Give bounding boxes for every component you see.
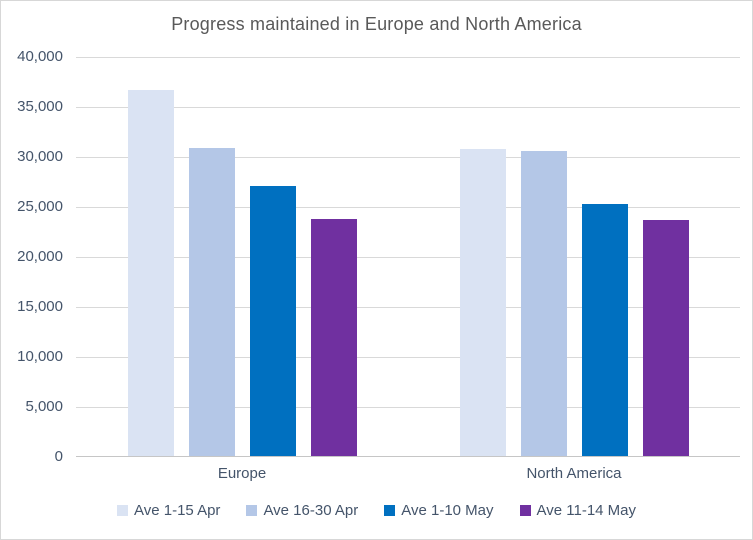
- bar-north-america-ave-1-10-may: [581, 204, 628, 456]
- legend-label: Ave 1-15 Apr: [133, 502, 221, 519]
- gridline: [76, 56, 740, 58]
- gridline: [76, 406, 740, 408]
- y-axis-tick-label: 10,000: [17, 348, 63, 365]
- bar-europe-ave-16-30-apr: [188, 148, 235, 456]
- bar-north-america-ave-11-14-may: [642, 220, 689, 456]
- y-axis-tick-label: 35,000: [17, 98, 63, 115]
- y-axis-tick-label: 30,000: [17, 148, 63, 165]
- legend-swatch: [116, 505, 128, 516]
- legend: Ave 1-15 Apr Ave 16-30 Apr Ave 1-10 May Ave…: [1, 502, 752, 519]
- legend-item: Ave 11-14 May: [519, 502, 637, 519]
- y-axis-tick-label: 40,000: [17, 48, 63, 65]
- legend-swatch: [246, 505, 258, 516]
- bar-europe-ave-1-15-apr: [127, 90, 174, 456]
- x-axis-category-label: Europe: [217, 465, 267, 482]
- legend-swatch: [384, 505, 396, 516]
- y-axis-tick-label: 15,000: [17, 298, 63, 315]
- legend-item: Ave 1-15 Apr: [116, 502, 221, 519]
- chart-title: Progress maintained in Europe and North …: [171, 14, 582, 34]
- gridline: [76, 306, 740, 308]
- bar-north-america-ave-16-30-apr: [520, 151, 567, 456]
- plot-area: [76, 56, 740, 457]
- gridline: [76, 256, 740, 258]
- gridline: [76, 156, 740, 158]
- x-axis-category-label: North America: [526, 465, 622, 482]
- legend-label: Ave 16-30 Apr: [263, 502, 359, 519]
- gridline: [76, 206, 740, 208]
- legend-label: Ave 1-10 May: [401, 502, 494, 519]
- y-axis-tick-label: 5,000: [25, 398, 63, 415]
- legend-item: Ave 1-10 May: [384, 502, 494, 519]
- bar-europe-ave-11-14-may: [310, 219, 357, 456]
- legend-item: Ave 16-30 Apr: [246, 502, 358, 519]
- gridline: [76, 356, 740, 358]
- y-axis-tick-label: 20,000: [17, 248, 63, 265]
- gridline: [76, 106, 740, 108]
- legend-label: Ave 11-14 May: [536, 502, 637, 519]
- bar-europe-ave-1-10-may: [249, 186, 296, 456]
- legend-swatch: [519, 505, 531, 516]
- y-axis-tick-label: 25,000: [17, 198, 63, 215]
- bar-north-america-ave-1-15-apr: [459, 149, 506, 456]
- y-axis-tick-label: 0: [54, 448, 63, 465]
